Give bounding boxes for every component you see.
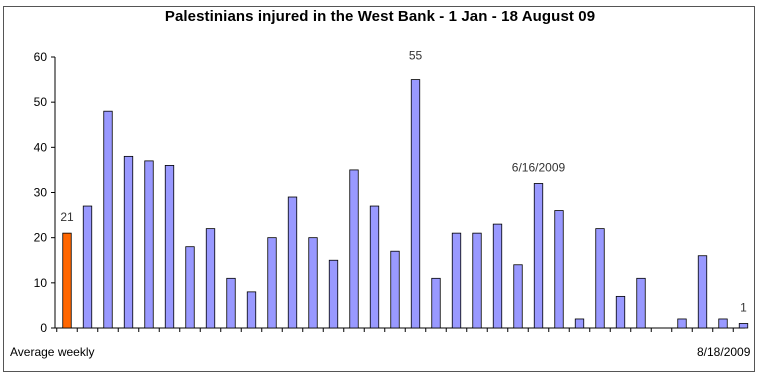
bar <box>677 318 687 329</box>
bar <box>718 318 728 329</box>
bar <box>410 79 421 329</box>
y-tick-label: 40 <box>34 140 48 154</box>
bar <box>267 237 277 329</box>
data-label: 1 <box>740 300 747 314</box>
bar <box>472 232 482 329</box>
data-label: 55 <box>409 49 423 63</box>
bar <box>554 210 564 329</box>
bar <box>492 223 503 329</box>
bar <box>144 160 154 329</box>
bar <box>431 277 441 329</box>
bar <box>369 205 380 329</box>
y-tick-label: 20 <box>34 231 48 245</box>
bar <box>185 246 195 329</box>
bar <box>82 205 93 329</box>
y-tick-label: 60 <box>34 50 48 64</box>
bar <box>533 183 544 329</box>
data-label: 21 <box>60 210 74 224</box>
y-tick-label: 0 <box>40 321 47 335</box>
y-axis: 0 10 20 30 40 50 60 <box>34 50 56 335</box>
bar <box>62 232 72 329</box>
bar <box>287 196 298 329</box>
bar <box>595 228 605 329</box>
bar <box>246 291 257 329</box>
bar <box>615 295 626 329</box>
bar <box>308 237 318 329</box>
x-axis <box>55 327 745 332</box>
bar <box>103 110 113 329</box>
bar <box>390 250 400 329</box>
chart-title: Palestinians injured in the West Bank - … <box>164 8 596 25</box>
y-tick-label: 50 <box>34 95 48 109</box>
bar <box>513 264 523 329</box>
data-label: 6/16/2009 <box>512 160 566 174</box>
x-axis-label-last: 8/18/2009 <box>697 345 751 359</box>
bar <box>226 277 236 329</box>
bar <box>574 318 585 329</box>
bar <box>349 169 359 329</box>
bar <box>636 277 646 329</box>
x-axis-label-first: Average weekly <box>10 345 95 359</box>
data-labels: 21 55 6/16/2009 1 <box>60 49 747 315</box>
bar <box>164 164 175 329</box>
bar <box>328 259 339 329</box>
bar <box>738 323 749 329</box>
bar <box>205 228 216 329</box>
bars <box>62 79 749 329</box>
y-tick-label: 10 <box>34 276 48 290</box>
bar <box>123 155 134 329</box>
bar <box>451 232 462 329</box>
y-tick-label: 30 <box>34 186 48 200</box>
bar <box>697 255 708 329</box>
